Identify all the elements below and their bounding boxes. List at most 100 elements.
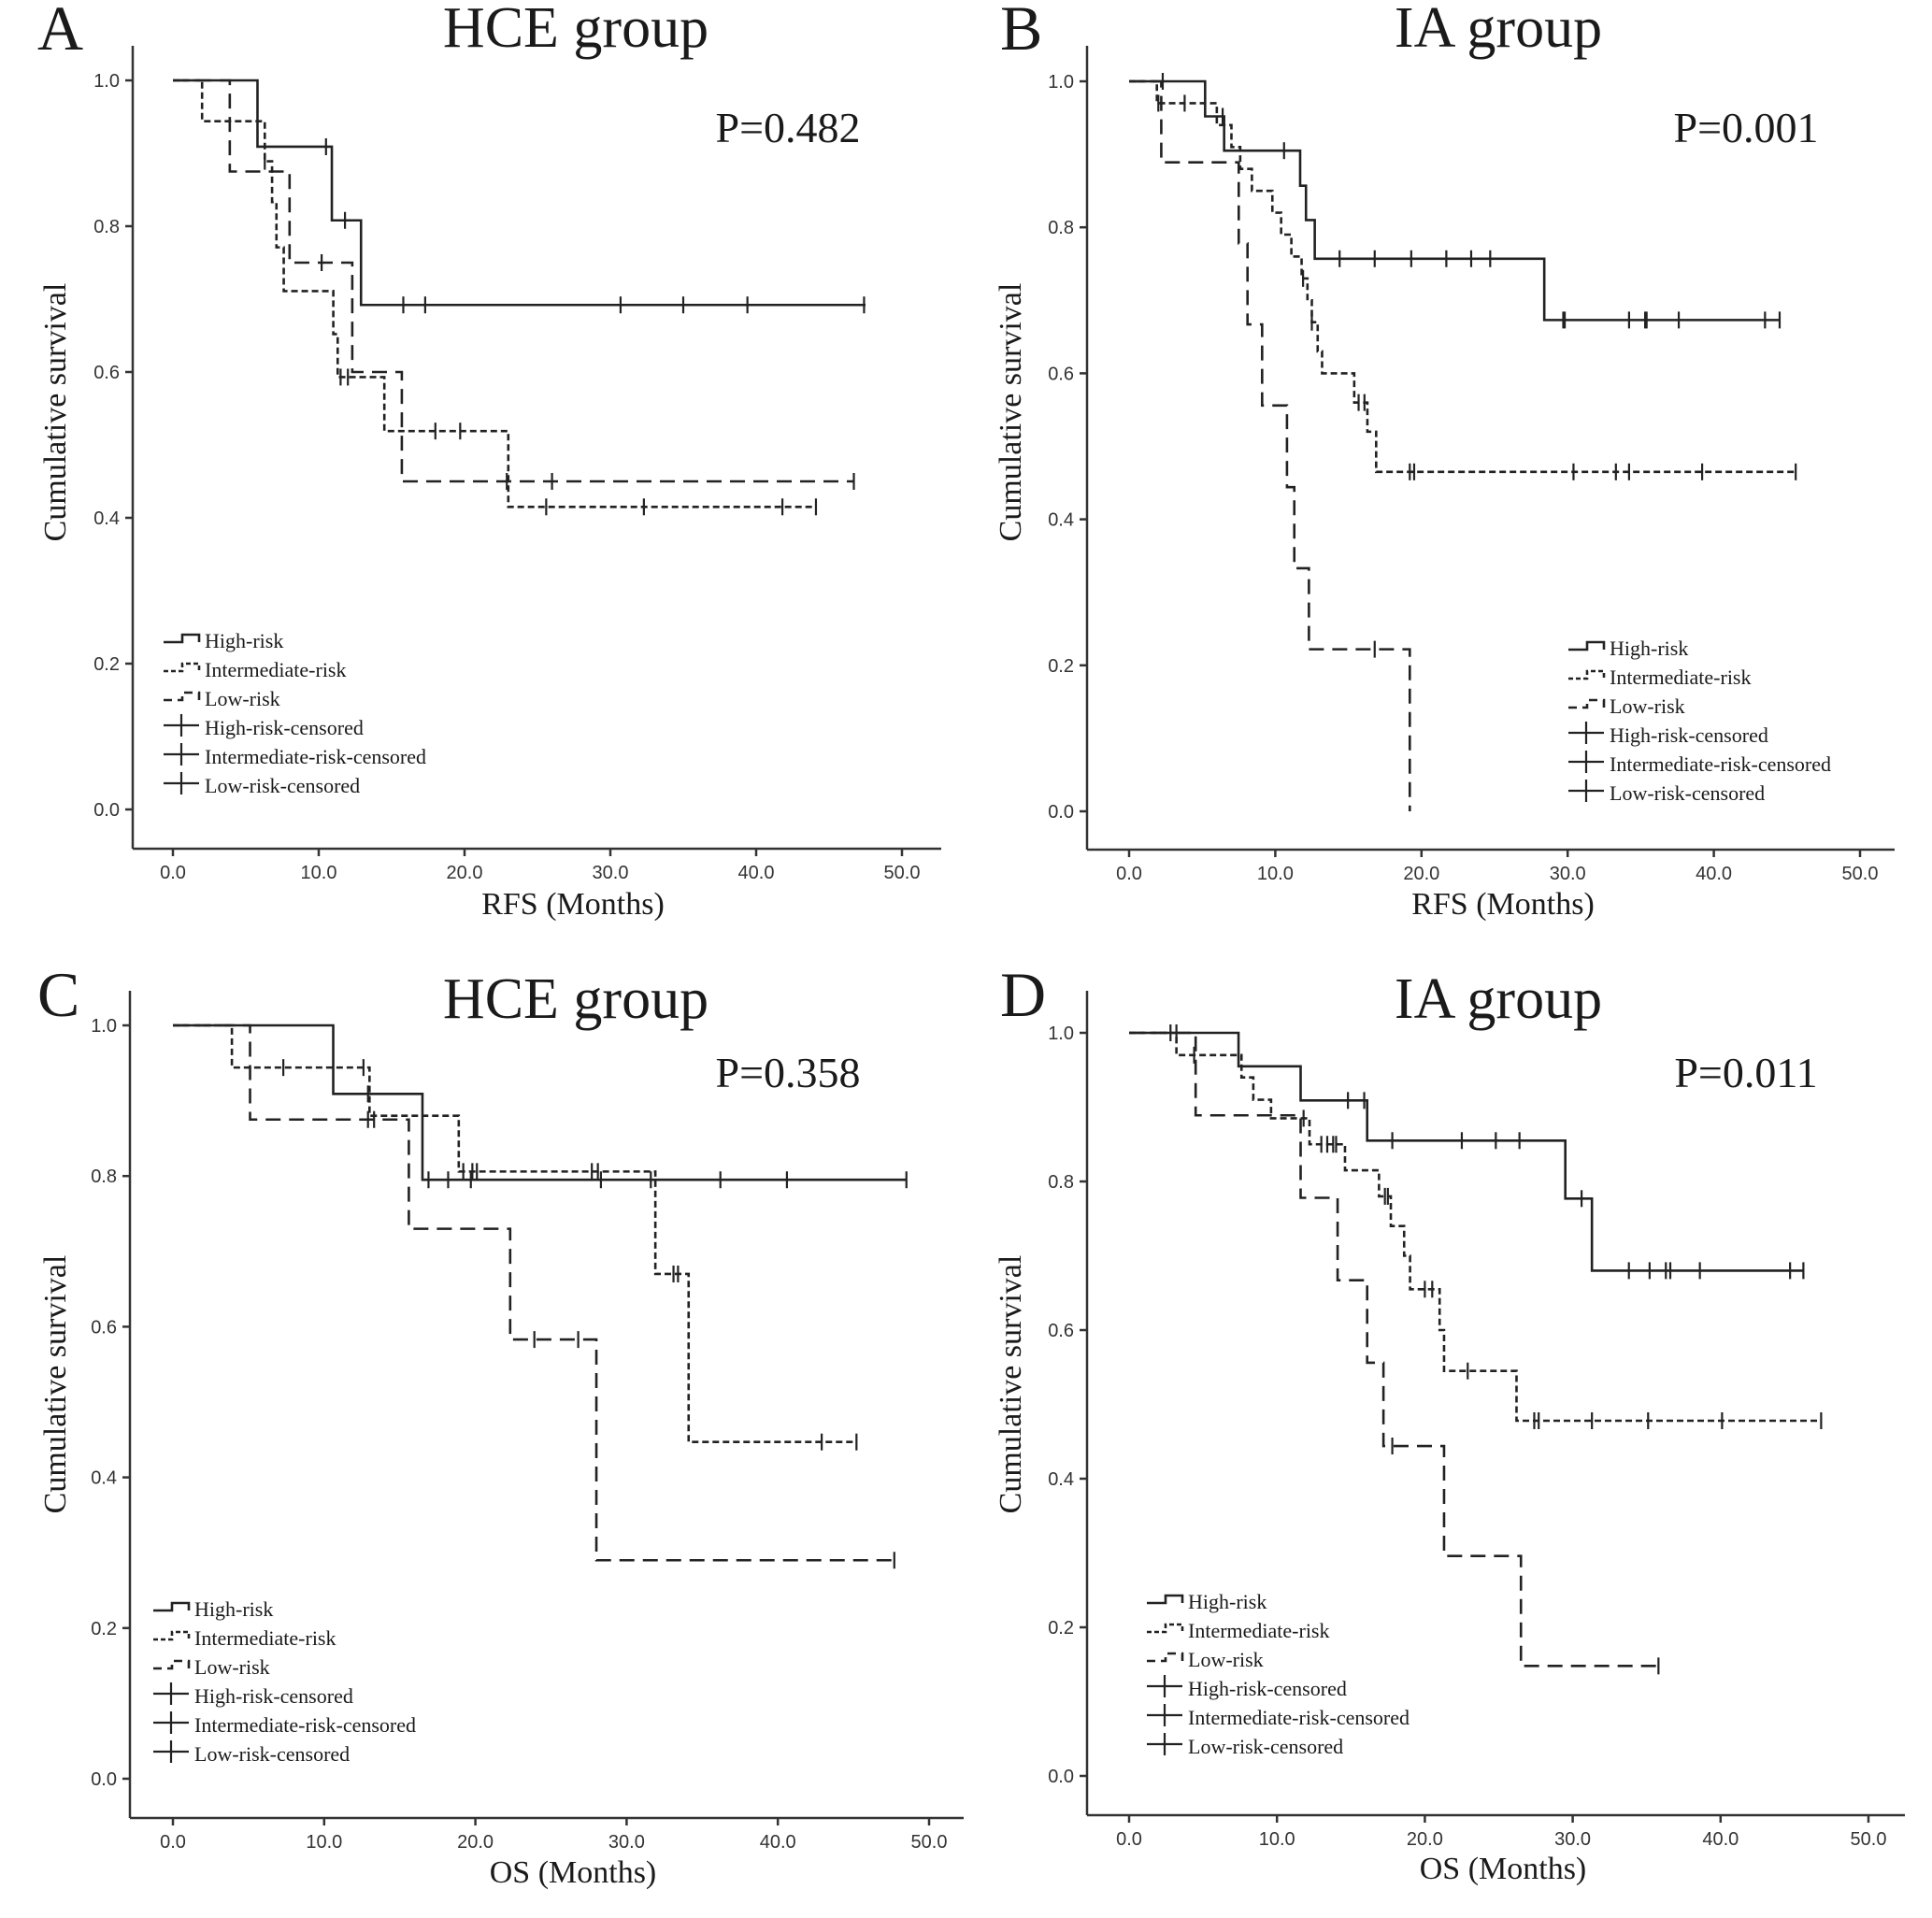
p-value: P=0.482 [715,104,860,151]
legend-item: Intermediate-risk-censored [164,743,426,768]
legend-line-icon [1568,669,1606,680]
x-tick-label: 50.0 [1851,1829,1887,1850]
x-axis-label: OS (Months) [1420,1852,1587,1886]
legend-label: High-risk [194,1597,273,1621]
curve-intermediate-risk [173,1023,857,1444]
curve-low-risk [1129,79,1411,811]
legend-item: Intermediate-risk-censored [153,1711,416,1737]
y-axis-label: Cumulative survival [38,1255,73,1514]
legend-line-icon [153,1659,191,1670]
legend-label: Low-risk [1188,1648,1264,1671]
curve-high-risk [1129,79,1780,322]
legend-censor-icon [1568,780,1604,802]
x-axis-label: RFS (Months) [1411,887,1595,922]
legend-label: Intermediate-risk [194,1626,336,1650]
x-tick-label: 50.0 [884,863,921,883]
y-tick-label: 0.2 [1048,656,1074,677]
legend-item: High-risk [1568,637,1688,660]
legend-item: Intermediate-risk [1147,1619,1330,1642]
legend-censor-icon [164,714,199,737]
legend-label: Intermediate-risk-censored [1188,1706,1410,1729]
legend-line-icon [1568,698,1606,709]
y-tick-label: 0.0 [93,800,120,821]
y-tick-label: 1.0 [93,71,120,92]
legend-label: Low-risk-censored [205,774,360,797]
curve-low-risk [173,1023,894,1562]
x-tick-label: 0.0 [1116,1829,1142,1850]
x-tick-label: 30.0 [1550,864,1586,884]
x-tick-label: 30.0 [1554,1829,1591,1850]
x-tick-label: 0.0 [160,1832,186,1853]
y-tick-label: 1.0 [1048,72,1074,93]
legend-censor-icon [1147,1675,1182,1697]
x-tick-label: 20.0 [447,863,483,883]
legend-label: High-risk-censored [1610,723,1768,747]
x-tick-label: 40.0 [1696,864,1732,884]
y-tick-label: 0.6 [1048,1321,1074,1341]
legend-label: Intermediate-risk-censored [205,745,426,768]
curve-high-risk [173,79,866,307]
x-tick-label: 0.0 [160,863,186,883]
legend-item: High-risk-censored [1568,722,1768,747]
x-axis-label: OS (Months) [490,1855,657,1890]
y-tick-label: 0.8 [91,1167,117,1187]
panel-letter: A [37,0,83,64]
legend-label: Intermediate-risk-censored [194,1713,416,1737]
panel-d: 0.0 10.0 20.0 30.0 40.0 50.0 0.0 0.2 0.4 0.6 0.8 1.… [994,959,1905,1886]
x-axis-label: RFS (Months) [481,887,665,922]
legend-censor-icon [153,1682,189,1705]
legend-item: Intermediate-risk [153,1626,336,1650]
x-tick-label: 20.0 [1403,864,1439,884]
curve-low-risk [1129,1031,1659,1668]
legend-item: Low-risk [164,687,280,710]
legend-item: Intermediate-risk [164,658,347,681]
legend-line-icon [1147,1594,1184,1605]
legend-line-icon [1147,1652,1184,1663]
chart-title: HCE group [443,967,708,1031]
y-tick-label: 0.4 [1048,510,1074,531]
legend-label: High-risk [205,629,283,652]
x-tick-label: 10.0 [1257,864,1294,884]
legend-censor-icon [164,772,199,794]
legend-label: Intermediate-risk [1610,666,1752,689]
legend-item: Low-risk-censored [1147,1733,1343,1758]
legend-label: Low-risk [205,687,280,710]
y-tick-label: 0.2 [93,654,120,675]
panel-letter: C [37,959,79,1030]
legend-line-icon [1147,1623,1184,1634]
y-tick-label: 0.4 [91,1468,117,1489]
y-axis-label: Cumulative survival [994,283,1028,542]
chart-title: IA group [1395,967,1602,1031]
legend-label: High-risk-censored [1188,1677,1347,1700]
y-axis-label: Cumulative survival [38,283,73,542]
curve-high-risk [173,1023,907,1181]
legend-item: Intermediate-risk-censored [1568,751,1831,776]
legend-censor-icon [1568,751,1604,773]
legend-label: Low-risk [194,1655,270,1679]
legend-line-icon [153,1601,191,1612]
y-tick-label: 0.6 [1048,364,1074,384]
y-tick-label: 1.0 [1048,1023,1074,1044]
y-tick-label: 0.2 [91,1619,117,1639]
x-tick-label: 50.0 [1842,864,1879,884]
x-tick-label: 10.0 [306,1832,342,1853]
curve-intermediate-risk [1129,79,1796,474]
legend-item: Intermediate-risk [1568,666,1752,689]
curve-intermediate-risk [1129,1031,1822,1423]
legend-item: High-risk-censored [153,1682,353,1708]
panel-a: 0.0 10.0 20.0 30.0 40.0 50.0 0.0 0.2 0.4 0.6 0.8 1.… [37,0,941,922]
y-tick-label: 0.8 [1048,1172,1074,1193]
legend-item: Low-risk [1147,1648,1264,1671]
legend-item: Intermediate-risk-censored [1147,1704,1410,1729]
x-tick-label: 30.0 [593,863,629,883]
x-tick-label: 50.0 [911,1832,948,1853]
legend-item: Low-risk-censored [164,772,360,797]
legend-label: Low-risk-censored [194,1742,350,1766]
legend-label: Low-risk-censored [1610,781,1765,805]
x-tick-label: 40.0 [1702,1829,1739,1850]
legend-label: Intermediate-risk [205,658,347,681]
y-tick-label: 0.8 [1048,218,1074,238]
legend-label: High-risk [1188,1590,1267,1613]
y-tick-label: 0.0 [1048,1767,1074,1787]
